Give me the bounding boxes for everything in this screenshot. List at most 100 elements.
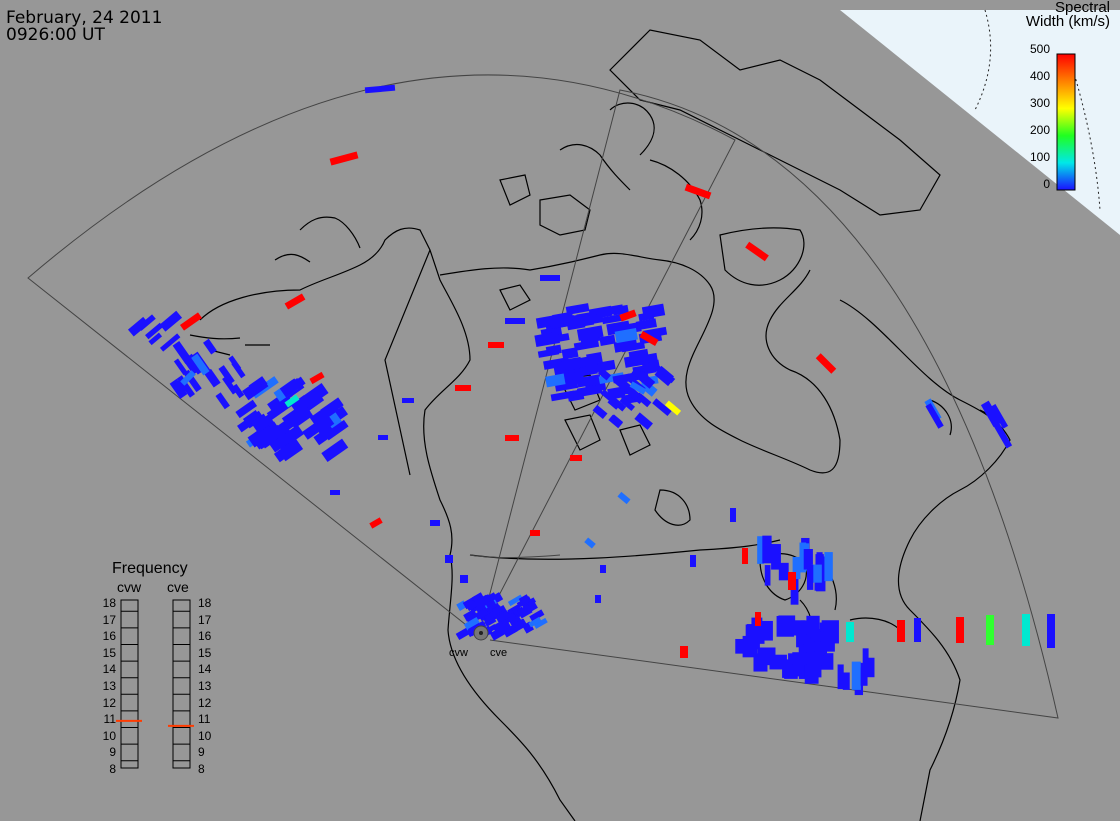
scatter-cell	[745, 241, 769, 262]
scatter-cell	[505, 318, 525, 324]
scatter-cell	[897, 620, 905, 642]
scatter-cell	[545, 373, 566, 388]
cve-scale-number: 8	[198, 762, 205, 776]
scatter-cell	[127, 316, 149, 337]
scatter-cell	[592, 404, 608, 420]
scatter-cell	[159, 310, 183, 332]
colorbar-tick-label: 400	[1029, 69, 1050, 83]
scatter-cell	[576, 374, 602, 388]
scatter-cell	[851, 661, 861, 690]
scatter-cell	[755, 612, 761, 626]
cvw-scale-number: 10	[102, 728, 116, 743]
scatter-cell	[566, 317, 586, 331]
scatter-cell	[778, 562, 789, 581]
scatter-cell	[455, 385, 471, 391]
colorbar-tick-label: 300	[1029, 96, 1050, 110]
scatter-cell	[321, 438, 349, 462]
scatter-cell	[753, 653, 768, 672]
scatter-cell	[255, 424, 284, 450]
scatter-cell	[543, 357, 570, 370]
scatter-cell	[762, 535, 772, 564]
scatter-cell	[864, 657, 871, 676]
frequency-title: Frequency	[112, 560, 188, 577]
scatter-cell	[584, 537, 596, 549]
scatter-cell	[314, 415, 335, 434]
scatter-cell	[684, 183, 712, 200]
scatter-cell	[806, 651, 822, 666]
scatter-cell	[521, 597, 537, 609]
scatter-cell	[242, 379, 263, 397]
scatter-cell	[402, 398, 414, 403]
scatter-cell	[580, 313, 604, 326]
scatter-cell	[576, 325, 604, 341]
scatter-cell	[445, 555, 453, 563]
scatter-cell	[537, 347, 560, 358]
scatter-cell	[634, 412, 653, 430]
scatter-cell	[204, 368, 221, 388]
scatter-cell	[837, 664, 844, 690]
scatter-cell	[803, 638, 815, 653]
scatter-cell	[330, 490, 340, 495]
scatter-cell	[597, 367, 612, 381]
scatter-cell	[203, 338, 217, 355]
cve-scale-number: 16	[198, 629, 212, 644]
scatter-cell	[235, 399, 258, 419]
scatter-cell	[231, 383, 245, 399]
scatter-cell	[956, 617, 964, 643]
cvw-scale-number: 8	[109, 762, 116, 776]
colorbar-tick-label: 200	[1029, 123, 1050, 137]
scatter-cell	[495, 610, 511, 624]
radar-fields-of-view	[27, 74, 1059, 719]
cve-scale-number: 17	[198, 612, 212, 627]
scatter-cell	[324, 419, 349, 441]
scatter-cell	[628, 348, 649, 362]
scatter-cell	[278, 438, 304, 462]
scatter-cell	[500, 612, 517, 626]
scatter-cell	[515, 618, 526, 628]
scatter-cell	[494, 620, 513, 637]
scatter-cell	[820, 631, 835, 652]
terminator-dotted-line	[974, 9, 1101, 211]
scatter-cell	[654, 370, 672, 387]
scatter-cell	[508, 614, 523, 628]
radar-site-dot	[479, 631, 483, 635]
scatter-cell	[788, 572, 796, 590]
colorbar-tick-label: 0	[1043, 177, 1050, 191]
scatter-cell	[530, 530, 540, 536]
scatter-cell	[218, 365, 235, 385]
scatter-cell	[145, 322, 164, 340]
cvw-scale-number: 16	[102, 629, 116, 644]
scatter-cell	[771, 544, 781, 570]
scatter-cell	[378, 435, 388, 440]
scatter-cell	[269, 433, 292, 453]
scatter-cell	[460, 575, 468, 583]
colorbar-title-line2: Width (km/s)	[1025, 13, 1110, 30]
scatter-cell	[329, 151, 359, 166]
scatter-cell	[465, 599, 478, 612]
frequency-tick-lines	[121, 610, 190, 762]
scatter-cell	[798, 661, 810, 679]
scatter-cell	[690, 555, 696, 567]
scatter-cell	[533, 617, 548, 629]
scatter-cell	[842, 672, 850, 690]
scatter-cell	[179, 312, 203, 331]
scatter-cell	[576, 384, 603, 398]
scatter-cell	[680, 646, 688, 658]
scatter-cell	[617, 491, 631, 505]
scatter-cell	[369, 517, 383, 529]
scatter-cell	[600, 389, 617, 405]
colorbar-tick-label: 500	[1029, 42, 1050, 56]
colorbar-gradient	[1056, 53, 1076, 191]
cvw-scale-number: 14	[102, 662, 116, 677]
scatter-cell	[284, 394, 300, 408]
frequency-scales	[120, 599, 191, 769]
scatter-cell	[778, 615, 796, 635]
scatter-cell	[846, 622, 854, 642]
cvw-scale-number: 9	[109, 745, 116, 760]
cve-scale-number: 9	[198, 745, 205, 760]
scatter-cell	[529, 609, 545, 622]
scatter-cell	[279, 378, 301, 398]
cve-scale-number: 12	[198, 695, 212, 710]
scatter-cell	[502, 624, 518, 638]
